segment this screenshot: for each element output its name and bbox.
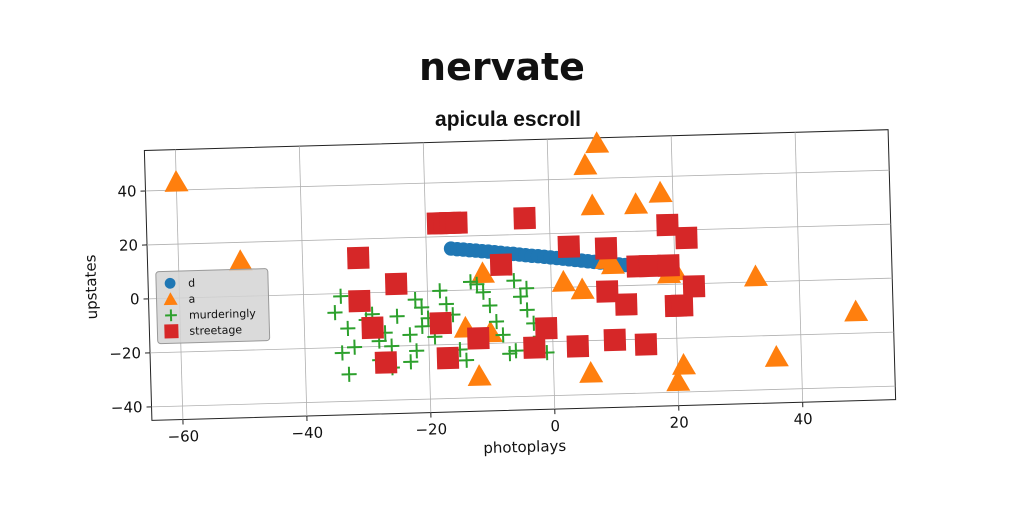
legend-label: a bbox=[188, 293, 195, 306]
x-axis-label: photoplays bbox=[483, 437, 566, 457]
data-point bbox=[671, 294, 694, 317]
data-point bbox=[467, 327, 490, 350]
y-tick-label: −20 bbox=[109, 344, 141, 363]
legend-label: d bbox=[188, 277, 195, 290]
data-point bbox=[385, 273, 408, 296]
data-point bbox=[445, 211, 468, 234]
data-point bbox=[513, 207, 536, 230]
data-point bbox=[595, 237, 618, 260]
x-tick-label: −60 bbox=[167, 427, 199, 446]
data-point bbox=[490, 253, 513, 276]
y-tick-label: 0 bbox=[130, 290, 140, 308]
data-point bbox=[675, 227, 698, 250]
data-point bbox=[635, 333, 658, 356]
legend-label: murderingly bbox=[189, 307, 257, 322]
legend-label: streetage bbox=[189, 323, 242, 337]
chart-subtitle: apicula escroll bbox=[435, 108, 581, 131]
data-point bbox=[615, 293, 638, 316]
y-tick-label: 20 bbox=[119, 236, 139, 255]
x-tick-label: 0 bbox=[550, 417, 560, 435]
data-point bbox=[535, 317, 558, 340]
data-point bbox=[429, 312, 452, 335]
x-tick-label: −20 bbox=[415, 420, 447, 439]
y-tick-label: −40 bbox=[111, 398, 143, 417]
data-point bbox=[347, 247, 370, 270]
x-tick-label: −40 bbox=[291, 424, 323, 443]
data-point bbox=[657, 254, 680, 277]
data-point bbox=[567, 335, 590, 358]
chart-title: nervate bbox=[419, 45, 585, 89]
y-axis-label: upstates bbox=[81, 254, 101, 320]
data-point bbox=[523, 336, 546, 359]
x-tick-label: 20 bbox=[669, 413, 689, 432]
data-point bbox=[361, 316, 384, 339]
data-point bbox=[348, 290, 371, 313]
data-point bbox=[437, 347, 460, 370]
legend-marker bbox=[164, 324, 178, 338]
data-point bbox=[558, 235, 581, 258]
data-point bbox=[683, 275, 706, 298]
data-point bbox=[375, 351, 398, 374]
y-tick-label: 40 bbox=[117, 182, 137, 201]
data-point bbox=[604, 329, 627, 352]
x-tick-label: 40 bbox=[793, 410, 813, 429]
